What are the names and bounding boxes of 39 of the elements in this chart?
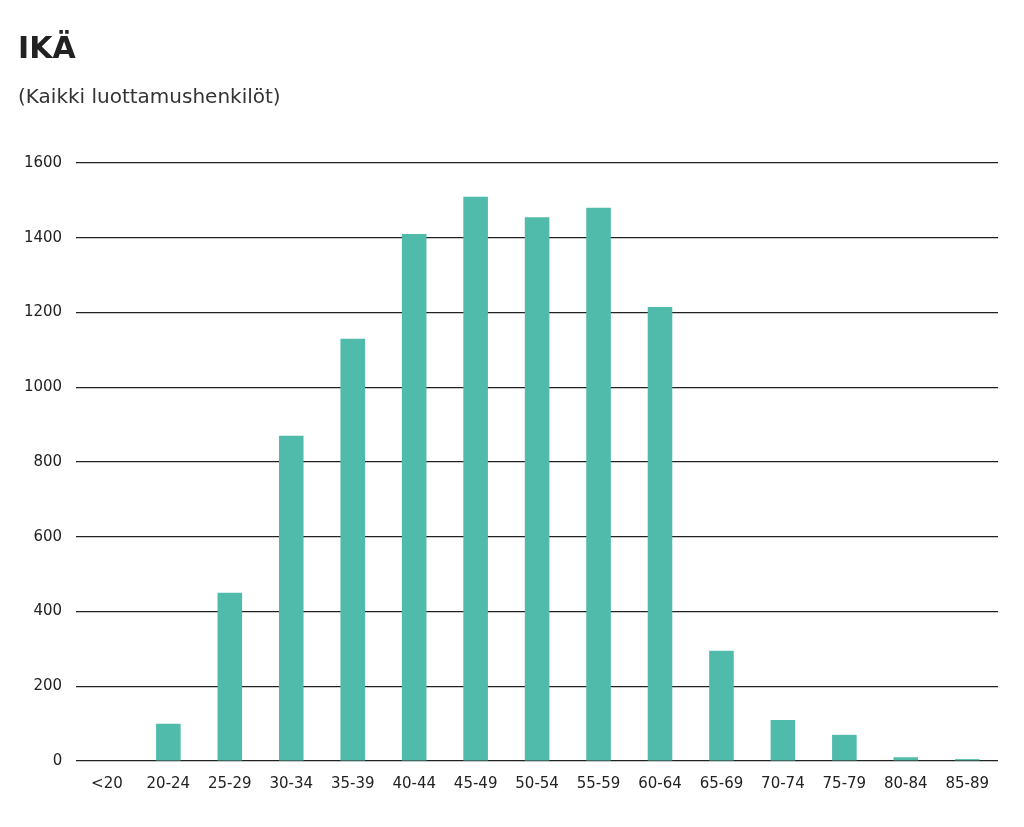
x-tick-label: 35-39 [330,773,375,792]
x-tick-label: 40-44 [392,773,436,792]
bar [278,435,304,761]
bar [401,234,427,761]
x-tick-label: 30-34 [269,773,314,792]
bar [770,719,796,761]
x-tick-label: 85-89 [945,773,990,792]
y-tick-label: 1400 [23,227,63,246]
x-tick-label: 50-54 [515,773,559,792]
x-tick-label: 45-49 [453,773,498,792]
x-tick-label: 65-69 [699,773,744,792]
chart-title: IKÄ [18,30,76,65]
bar [340,338,366,761]
x-tick-label: 75-79 [822,773,867,792]
y-tick-label: 0 [52,750,63,769]
bar [586,207,611,761]
bar [156,723,181,761]
bar [524,217,550,761]
x-tick-label: 20-24 [146,773,191,792]
bar [217,592,243,761]
bar [647,306,673,761]
y-tick-label: 1200 [23,302,63,321]
bar [832,734,857,761]
x-tick-label: 25-29 [208,773,252,792]
x-tick-label: 80-84 [884,773,928,792]
x-tick-label: 70-74 [761,773,805,792]
y-tick-label: 200 [33,676,63,695]
x-tick-label: 60-64 [638,773,682,792]
chart-subtitle: (Kaikki luottamushenkilöt) [18,84,281,108]
x-tick-label: 55-59 [576,773,621,792]
y-tick-label: 800 [33,451,63,470]
bar [893,757,919,761]
x-tick-label: <20 [91,773,123,792]
y-tick-label: 600 [33,526,63,545]
bar [463,196,488,761]
y-tick-label: 1000 [23,377,63,396]
bar [709,650,734,761]
y-tick-label: 400 [33,601,63,620]
y-tick-label: 1600 [23,152,63,171]
